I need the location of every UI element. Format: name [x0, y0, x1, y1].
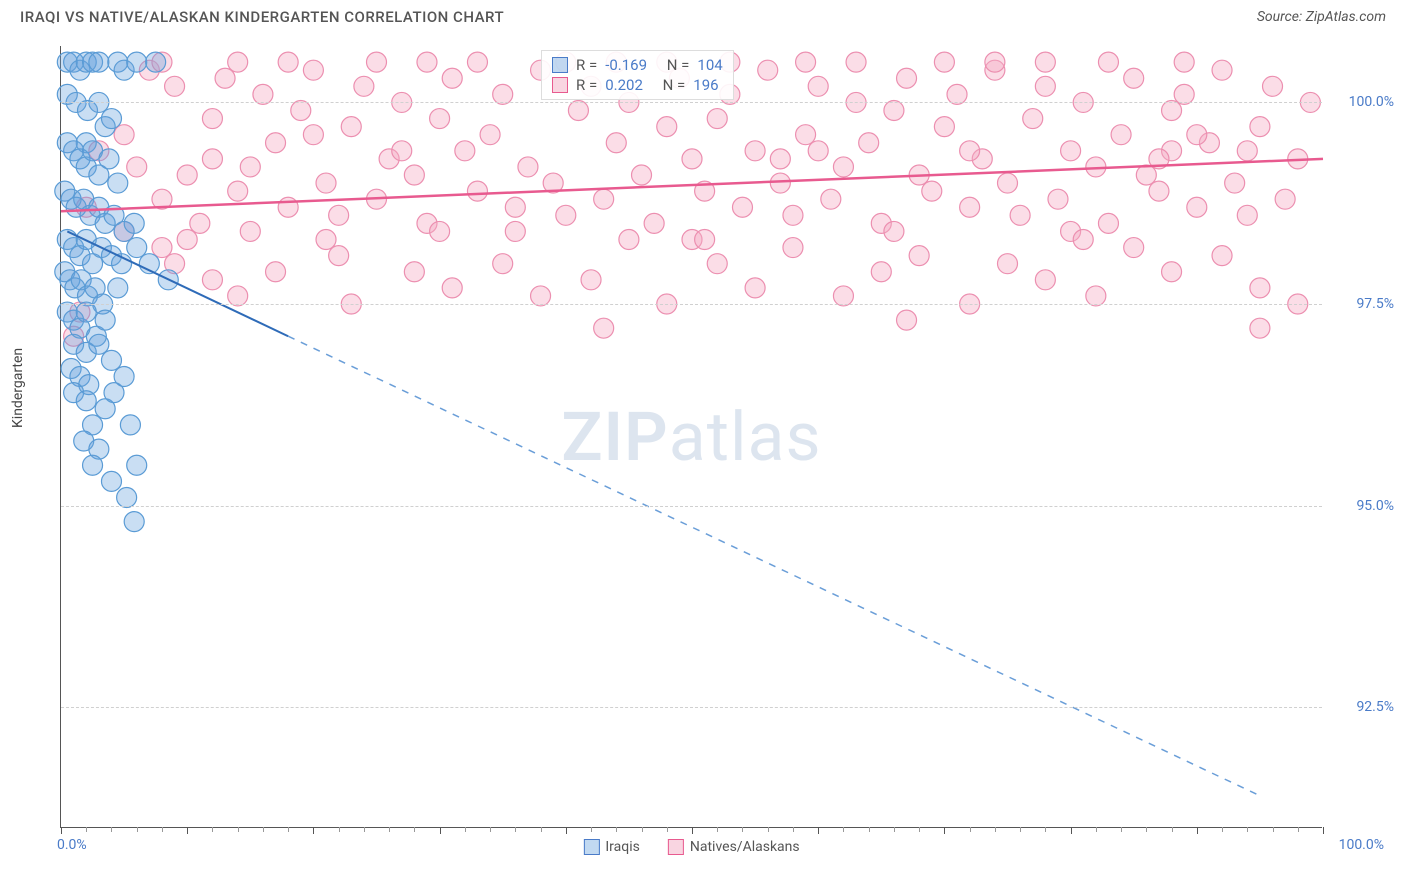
stats-row-iraqis: R = -0.169 N = 104: [552, 55, 723, 75]
x-max-label: 100.0%: [1339, 837, 1384, 853]
r-value: -0.169: [605, 56, 647, 74]
legend-label: Natives/Alaskans: [690, 839, 800, 855]
legend-label: Iraqis: [605, 839, 639, 855]
scatter-plot-svg: [61, 46, 1322, 827]
y-tick-label: 100.0%: [1349, 94, 1394, 110]
swatch-icon: [552, 77, 568, 93]
r-label: R =: [576, 56, 597, 74]
y-axis-label: Kindergarten: [10, 348, 26, 428]
y-tick-label: 95.0%: [1356, 498, 1394, 514]
source-label: Source: ZipAtlas.com: [1257, 9, 1386, 25]
legend-item-iraqis: Iraqis: [583, 839, 639, 855]
swatch-icon: [552, 57, 568, 73]
stats-row-natives: R = 0.202 N = 196: [552, 75, 723, 95]
y-tick-label: 97.5%: [1356, 296, 1394, 312]
swatch-icon: [668, 839, 684, 855]
n-value: 104: [697, 56, 722, 74]
n-label: N =: [667, 56, 690, 74]
bottom-legend: Iraqis Natives/Alaskans: [583, 839, 799, 855]
swatch-icon: [583, 839, 599, 855]
legend-item-natives: Natives/Alaskans: [668, 839, 800, 855]
stats-legend-box: R = -0.169 N = 104 R = 0.202 N = 196: [541, 50, 734, 100]
n-label: N =: [663, 76, 686, 94]
x-min-label: 0.0%: [57, 837, 87, 853]
r-value: 0.202: [605, 76, 643, 94]
r-label: R =: [576, 76, 597, 94]
chart-title: IRAQI VS NATIVE/ALASKAN KINDERGARTEN COR…: [20, 8, 504, 26]
chart-plot-area: ZIPatlas R = -0.169 N = 104 R = 0.202 N …: [60, 46, 1322, 828]
y-tick-label: 92.5%: [1356, 699, 1394, 715]
n-value: 196: [693, 76, 718, 94]
